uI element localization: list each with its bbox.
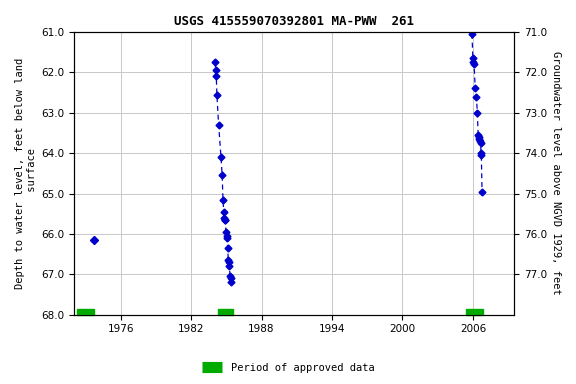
Bar (77, 309, 93, 315)
Title: USGS 415559070392801 MA-PWW  261: USGS 415559070392801 MA-PWW 261 (174, 15, 414, 28)
Y-axis label: Groundwater level above NGVD 1929, feet: Groundwater level above NGVD 1929, feet (551, 51, 561, 295)
Bar (218, 309, 233, 315)
Y-axis label: Depth to water level, feet below land
 surface: Depth to water level, feet below land su… (15, 58, 37, 289)
Legend: Period of approved data: Period of approved data (198, 359, 378, 377)
Bar (466, 309, 483, 315)
